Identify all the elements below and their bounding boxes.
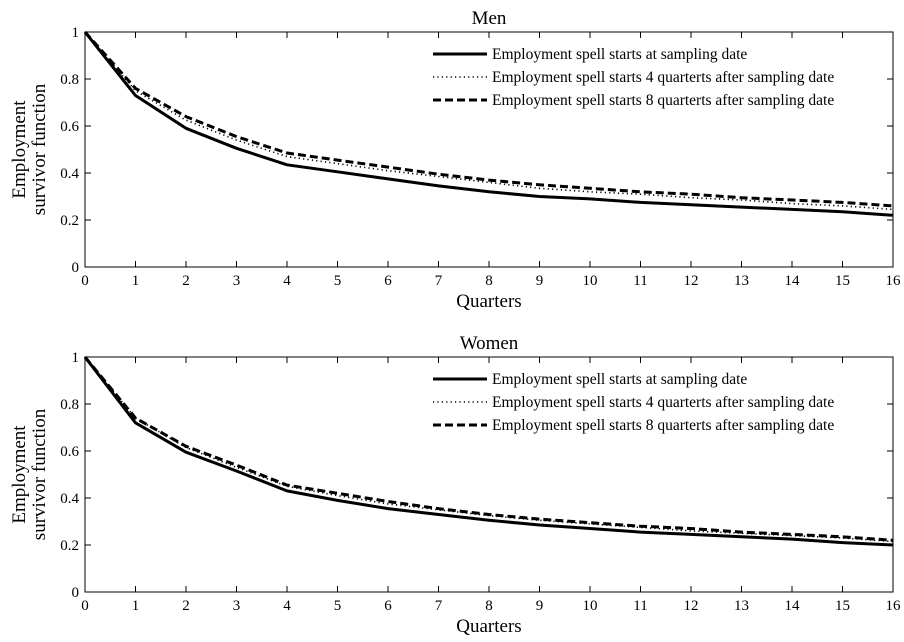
y-axis-label: Employmentsurvivor function xyxy=(9,83,50,215)
x-tick-label: 1 xyxy=(132,273,140,289)
chart-title: Men xyxy=(472,8,507,29)
x-tick-label: 2 xyxy=(182,273,190,289)
x-tick-label: 5 xyxy=(334,598,342,614)
series-line-solid xyxy=(83,31,894,217)
x-tick-label: 5 xyxy=(334,273,342,289)
x-tick-label: 1 xyxy=(132,598,140,614)
x-tick-label: 7 xyxy=(435,598,443,614)
series-line-dotted xyxy=(84,31,894,211)
y-tick-label: 0.6 xyxy=(60,444,79,460)
series-line-solid xyxy=(83,356,894,547)
y-tick-label: 0.6 xyxy=(60,119,79,135)
x-tick-label: 13 xyxy=(734,273,749,289)
x-tick-label: 6 xyxy=(384,598,392,614)
y-tick-label: 0.4 xyxy=(60,166,79,182)
y-tick-label: 0.8 xyxy=(60,397,79,413)
x-tick-label: 10 xyxy=(583,273,598,289)
plot-frame xyxy=(84,356,894,593)
chart-title: Women xyxy=(460,333,519,354)
x-tick-label: 11 xyxy=(633,273,647,289)
x-axis-label: Quarters xyxy=(456,616,521,637)
y-axis-label-line-2: survivor function xyxy=(29,408,50,540)
x-tick-label: 8 xyxy=(485,273,493,289)
x-tick-label: 15 xyxy=(835,598,850,614)
y-tick-label: 0 xyxy=(72,260,80,276)
y-tick-label: 1 xyxy=(72,350,80,366)
x-tick-label: 11 xyxy=(633,598,647,614)
x-tick-label: 0 xyxy=(81,598,89,614)
x-tick-label: 15 xyxy=(835,273,850,289)
x-tick-label: 9 xyxy=(536,598,544,614)
x-tick-label: 13 xyxy=(734,598,749,614)
x-tick-label: 16 xyxy=(886,598,902,614)
y-axis-label-line-1: Employment xyxy=(9,425,30,524)
x-tick-label: 9 xyxy=(536,273,544,289)
y-tick-label: 0.2 xyxy=(60,538,79,554)
y-tick-label: 1 xyxy=(72,25,80,41)
x-tick-label: 12 xyxy=(684,273,699,289)
y-tick-label: 0.8 xyxy=(60,72,79,88)
y-axis-label-line-1: Employment xyxy=(9,100,30,199)
x-tick-label: 14 xyxy=(785,273,801,289)
y-tick-label: 0.2 xyxy=(60,213,79,229)
x-tick-label: 4 xyxy=(283,598,291,614)
series-line-dashed xyxy=(83,30,894,208)
x-tick-label: 3 xyxy=(233,273,241,289)
plot-frame xyxy=(84,31,894,268)
x-tick-label: 8 xyxy=(485,598,493,614)
legend-label: Employment spell starts at sampling date xyxy=(492,371,747,388)
x-tick-label: 14 xyxy=(785,598,801,614)
legend-label: Employment spell starts 4 quarterts afte… xyxy=(492,394,834,411)
x-tick-label: 7 xyxy=(435,273,443,289)
series-line-dashed xyxy=(83,356,894,542)
x-tick-label: 6 xyxy=(384,273,392,289)
x-tick-label: 4 xyxy=(283,273,291,289)
legend-label: Employment spell starts at sampling date xyxy=(492,46,747,63)
y-tick-label: 0 xyxy=(72,585,80,601)
legend-label: Employment spell starts 4 quarterts afte… xyxy=(492,69,834,86)
x-tick-label: 10 xyxy=(583,598,598,614)
y-tick-label: 0.4 xyxy=(60,491,79,507)
x-tick-label: 3 xyxy=(233,598,241,614)
legend-label: Employment spell starts 8 quarterts afte… xyxy=(492,417,834,434)
x-tick-label: 2 xyxy=(182,598,190,614)
x-tick-label: 0 xyxy=(81,273,89,289)
y-axis-label-line-2: survivor function xyxy=(29,83,50,215)
x-tick-label: 16 xyxy=(886,273,902,289)
y-axis-label: Employmentsurvivor function xyxy=(9,408,50,540)
legend-label: Employment spell starts 8 quarterts afte… xyxy=(492,92,834,109)
x-axis-label: Quarters xyxy=(456,291,521,312)
x-tick-label: 12 xyxy=(684,598,699,614)
